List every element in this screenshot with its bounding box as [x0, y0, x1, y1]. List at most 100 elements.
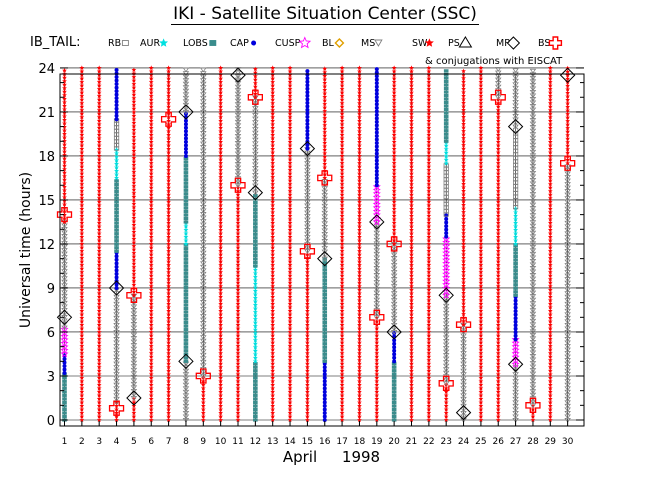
sw-mark: [148, 259, 154, 264]
sw-mark: [166, 315, 171, 320]
sw-mark: [322, 161, 328, 166]
sw-mark: [62, 173, 67, 179]
sw-mark: [166, 280, 171, 285]
sw-mark: [270, 171, 276, 176]
sw-mark: [96, 104, 102, 109]
aur-mark: [252, 312, 258, 318]
bs-crossing-mark: [438, 375, 454, 391]
sw-mark: [166, 378, 171, 384]
sw-mark: [426, 417, 432, 423]
sw-mark: [547, 237, 553, 243]
sw-mark: [96, 111, 102, 116]
sw-mark: [270, 216, 276, 222]
sw-mark: [322, 80, 328, 85]
sw-mark: [374, 406, 380, 412]
sw-mark: [305, 350, 310, 356]
sw-mark: [426, 340, 432, 345]
legend-label-lobs: LOBS: [183, 38, 208, 49]
sw-mark: [461, 174, 466, 179]
sw-mark: [218, 146, 224, 151]
sw-mark: [218, 354, 224, 359]
sw-mark: [287, 139, 293, 144]
sw-mark: [357, 389, 362, 394]
sw-mark: [148, 392, 154, 398]
sw-mark: [131, 204, 137, 210]
sw-mark: [547, 128, 553, 134]
sw-mark: [235, 297, 241, 303]
sw-mark: [79, 368, 85, 373]
sw-mark: [62, 163, 67, 168]
cap-mark: [374, 151, 379, 156]
sw-mark: [409, 178, 414, 183]
sw-mark: [148, 139, 154, 144]
cap-mark: [114, 82, 119, 87]
sw-mark: [166, 396, 171, 401]
x-tick-label: 22: [423, 437, 434, 447]
cap-mark: [374, 77, 379, 82]
cusp-mark: [442, 262, 451, 271]
sw-mark: [287, 336, 293, 342]
sw-mark: [357, 294, 362, 299]
sw-mark: [200, 382, 206, 387]
sw-mark: [166, 403, 171, 408]
sw-mark: [235, 255, 241, 261]
cusp-mark: [60, 346, 69, 354]
sw-mark: [391, 164, 397, 169]
sw-mark: [218, 107, 224, 113]
sw-mark: [357, 83, 362, 88]
sw-mark: [287, 86, 293, 92]
sw-mark: [148, 262, 154, 268]
sw-mark: [79, 146, 85, 151]
sw-mark: [461, 93, 466, 98]
sw-mark: [218, 343, 224, 349]
aur-mark: [252, 327, 258, 332]
sw-mark: [287, 294, 293, 299]
sw-mark: [131, 257, 137, 263]
sw-mark: [287, 234, 293, 239]
sw-mark: [426, 290, 432, 296]
sw-mark: [305, 322, 310, 327]
sw-mark: [547, 149, 553, 155]
sw-mark: [391, 118, 397, 123]
sw-mark: [218, 216, 224, 222]
sw-mark: [461, 297, 466, 303]
sw-mark: [131, 232, 137, 238]
sw-mark: [426, 357, 432, 363]
sw-mark: [148, 174, 154, 180]
cap-mark: [374, 133, 379, 138]
sw-mark: [166, 125, 171, 130]
mp-crossing-mark: [178, 104, 194, 120]
sw-mark: [235, 368, 241, 373]
sw-mark: [495, 301, 501, 306]
sw-mark: [166, 135, 171, 141]
sw-mark: [530, 406, 536, 412]
sw-mark: [62, 184, 67, 189]
sw-mark: [495, 259, 501, 264]
sw-mark: [287, 244, 293, 250]
sw-mark: [166, 241, 171, 246]
sw-mark: [478, 368, 484, 373]
cap-mark: [392, 341, 397, 346]
sw-mark: [426, 220, 432, 225]
sw-mark: [218, 283, 224, 289]
sw-mark: [409, 262, 414, 268]
sw-mark: [235, 371, 241, 377]
sw-mark: [339, 230, 345, 236]
sw-mark: [131, 88, 137, 94]
sw-mark: [409, 287, 414, 292]
sw-mark: [565, 150, 571, 155]
sw-mark: [166, 399, 171, 405]
sw-mark: [166, 118, 171, 123]
sw-mark: [322, 87, 328, 92]
sw-mark: [426, 111, 432, 116]
sw-mark: [478, 297, 484, 303]
sw-mark: [131, 225, 137, 231]
sw-mark: [409, 174, 414, 180]
sw-mark: [478, 227, 484, 232]
cap-mark: [444, 234, 449, 239]
sw-mark: [339, 297, 345, 303]
sw-mark: [148, 97, 154, 102]
aur-mark: [252, 295, 258, 301]
aur-mark: [252, 284, 258, 290]
cap-mark: [114, 254, 119, 259]
